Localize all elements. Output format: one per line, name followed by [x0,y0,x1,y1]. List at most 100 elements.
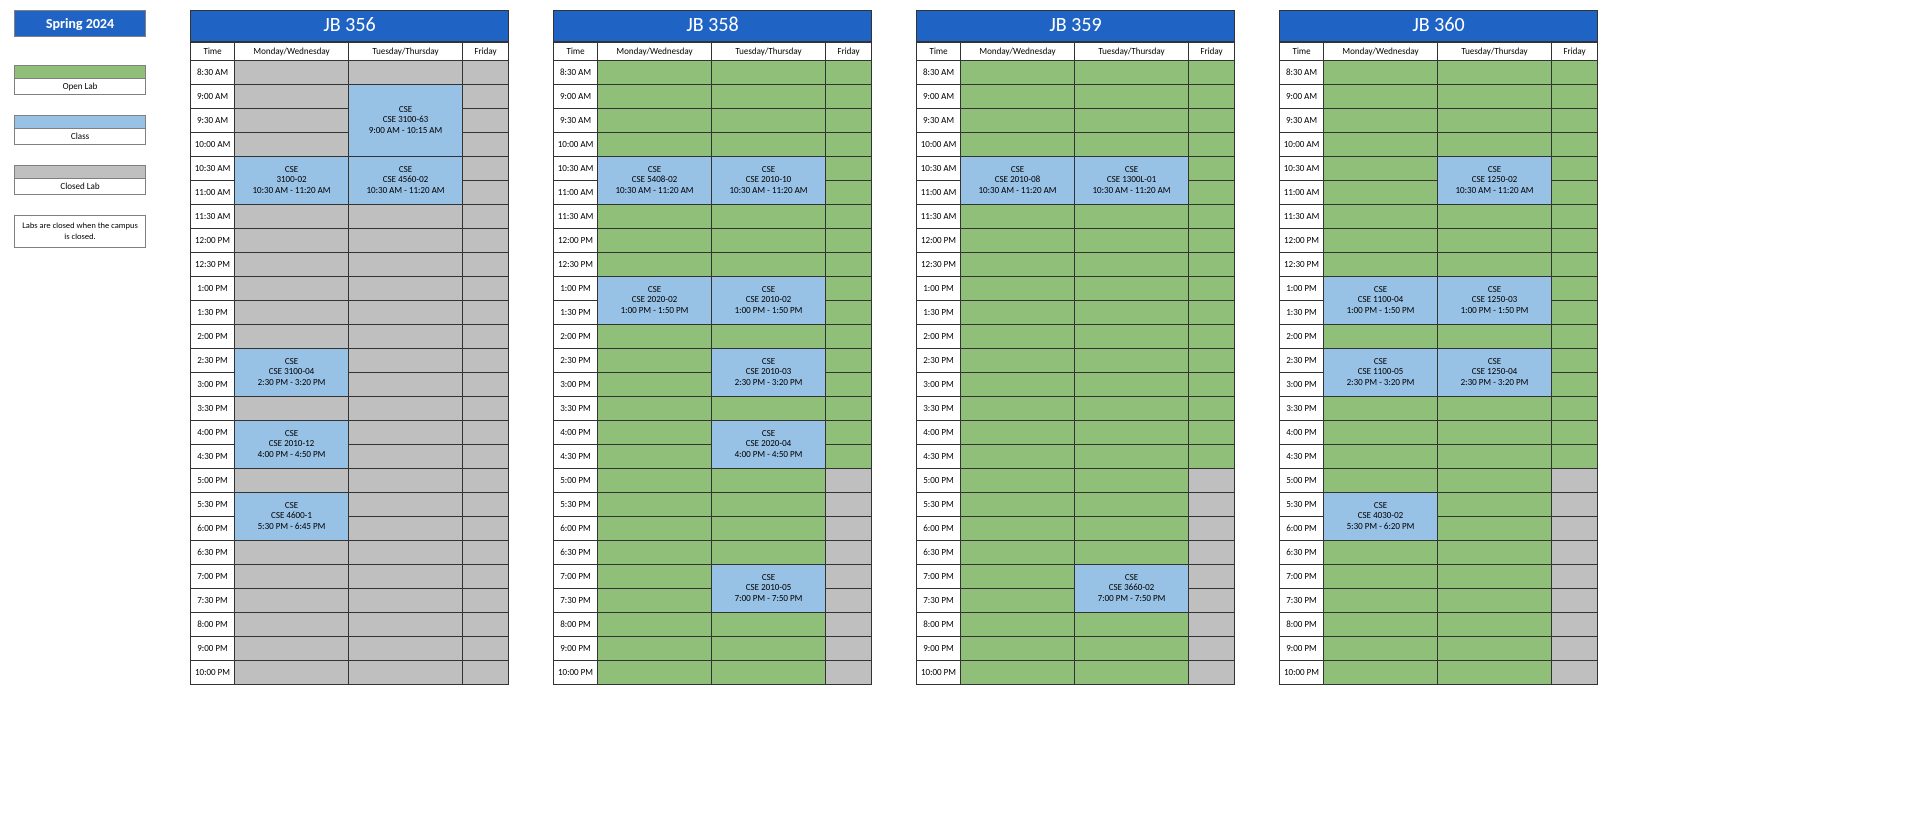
time-row: 2:00 PM [554,325,872,349]
slot-cell [598,445,712,469]
time-label: 6:30 PM [554,541,598,565]
time-label: 9:30 AM [917,109,961,133]
slot-cell [1075,541,1189,565]
time-label: 6:00 PM [917,517,961,541]
slot-cell [712,397,826,421]
class-block: CSECSE 2010-124:00 PM - 4:50 PM [235,421,349,469]
time-row: 4:00 PM [1280,421,1598,445]
slot-cell [1552,373,1598,397]
slot-cell [463,301,509,325]
slot-cell [235,565,349,589]
slot-cell [463,229,509,253]
time-row: 2:30 PMCSECSE 3100-042:30 PM - 3:20 PM [191,349,509,373]
slot-cell [598,229,712,253]
time-label: 4:30 PM [917,445,961,469]
slot-cell [598,205,712,229]
time-row: 8:00 PM [191,613,509,637]
class-time: 10:30 AM - 11:20 AM [600,186,709,196]
slot-cell [1189,469,1235,493]
slot-cell [235,613,349,637]
slot-cell [1324,85,1438,109]
time-label: 9:00 PM [917,637,961,661]
slot-cell [235,325,349,349]
legend-item: Open Lab [14,65,146,95]
slot-cell [1438,85,1552,109]
column-header: Friday [463,43,509,61]
slot-cell [235,397,349,421]
slot-cell [463,85,509,109]
slot-cell [712,517,826,541]
class-time: 5:30 PM - 6:20 PM [1326,522,1435,532]
legend-label: Class [14,129,146,145]
slot-cell [826,157,872,181]
time-row: 3:30 PM [917,397,1235,421]
slot-cell [1438,205,1552,229]
slot-cell [1324,253,1438,277]
slot-cell [1438,109,1552,133]
slot-cell [235,661,349,685]
class-time: 2:30 PM - 3:20 PM [1326,378,1435,388]
schedule-grid: TimeMonday/WednesdayTuesday/ThursdayFrid… [553,42,872,685]
time-label: 6:30 PM [191,541,235,565]
class-block: CSECSE 1250-042:30 PM - 3:20 PM [1438,349,1552,397]
time-row: 12:30 PM [191,253,509,277]
class-block: CSECSE 5408-0210:30 AM - 11:20 AM [598,157,712,205]
class-time: 10:30 AM - 11:20 AM [1440,186,1549,196]
time-row: 7:00 PM [191,565,509,589]
slot-cell [1189,157,1235,181]
slot-cell [1075,517,1189,541]
legend-item: Class [14,115,146,145]
time-label: 4:00 PM [191,421,235,445]
slot-cell [1324,109,1438,133]
time-label: 2:30 PM [554,349,598,373]
time-label: 11:00 AM [917,181,961,205]
time-row: 2:30 PM [917,349,1235,373]
slot-cell [826,493,872,517]
time-row: 9:00 AM [917,85,1235,109]
slot-cell [1075,421,1189,445]
time-label: 5:00 PM [1280,469,1324,493]
time-label: 7:30 PM [917,589,961,613]
time-label: 11:30 AM [554,205,598,229]
column-header: Friday [826,43,872,61]
time-label: 3:30 PM [554,397,598,421]
slot-cell [826,277,872,301]
slot-cell [826,397,872,421]
column-header: Friday [1552,43,1598,61]
slot-cell [598,517,712,541]
slot-cell [826,373,872,397]
time-row: 1:00 PM [917,277,1235,301]
time-label: 7:00 PM [554,565,598,589]
slot-cell [463,61,509,85]
time-row: 9:30 AM [554,109,872,133]
slot-cell [712,133,826,157]
slot-cell [1552,541,1598,565]
time-label: 3:30 PM [917,397,961,421]
slot-cell [1438,445,1552,469]
slot-cell [1324,565,1438,589]
slot-cell [1189,613,1235,637]
slot-cell [1552,613,1598,637]
slot-cell [598,613,712,637]
slot-cell [826,589,872,613]
slot-cell [1075,493,1189,517]
time-label: 10:30 AM [917,157,961,181]
slot-cell [235,589,349,613]
slot-cell [463,277,509,301]
slot-cell [1438,517,1552,541]
time-label: 9:00 PM [554,637,598,661]
time-row: 2:30 PMCSECSE 1100-052:30 PM - 3:20 PMCS… [1280,349,1598,373]
room-title: JB 360 [1279,10,1598,42]
time-label: 9:00 AM [191,85,235,109]
class-block: CSECSE 2010-1010:30 AM - 11:20 AM [712,157,826,205]
time-label: 8:00 PM [917,613,961,637]
time-label: 12:30 PM [917,253,961,277]
time-row: 5:30 PM [917,493,1235,517]
slot-cell [1438,397,1552,421]
time-label: 12:30 PM [191,253,235,277]
time-row: 10:30 AMCSECSE 5408-0210:30 AM - 11:20 A… [554,157,872,181]
time-row: 11:30 AM [1280,205,1598,229]
slot-cell [1552,421,1598,445]
time-row: 4:00 PMCSECSE 2020-044:00 PM - 4:50 PM [554,421,872,445]
slot-cell [235,61,349,85]
